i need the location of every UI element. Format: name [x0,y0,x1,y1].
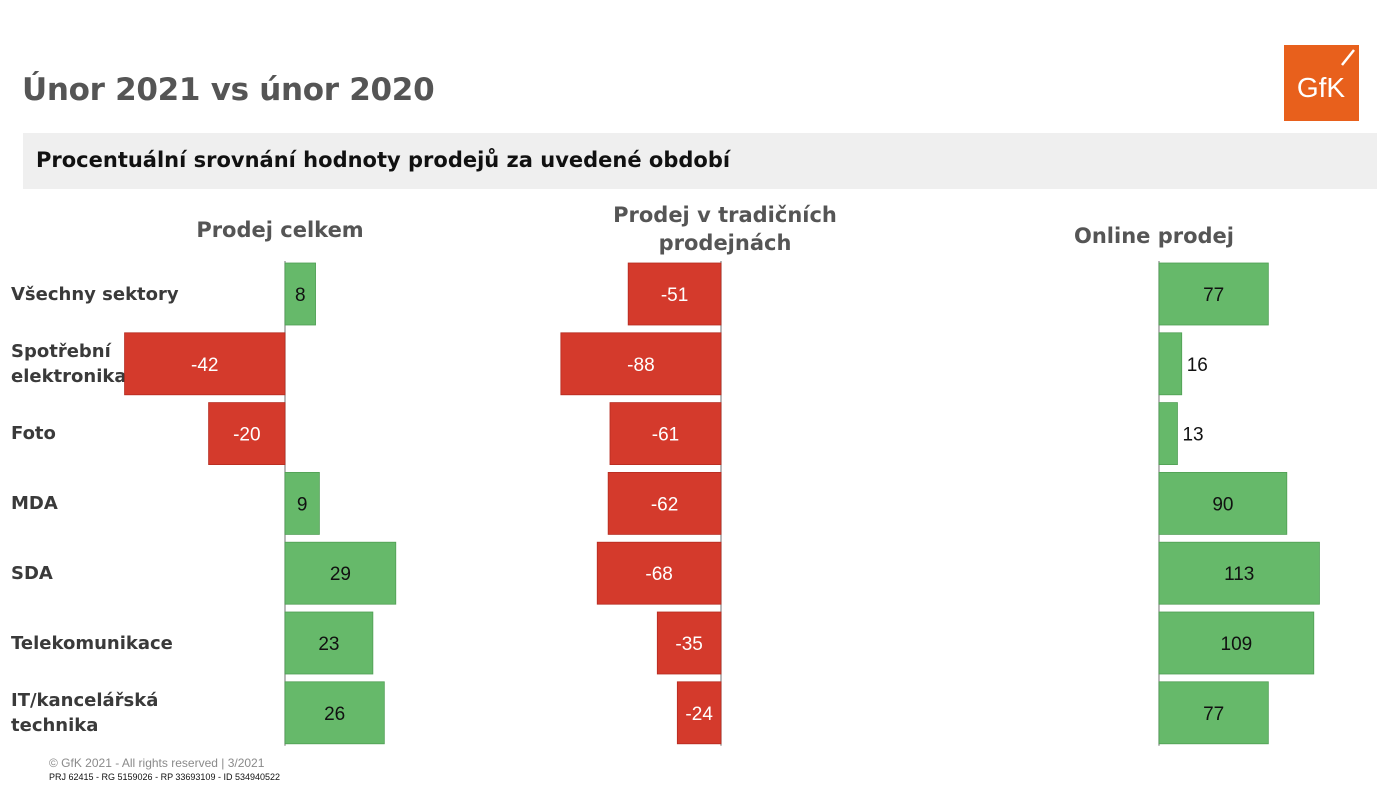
panel-title-line: Prodej celkem [196,218,364,242]
bar [284,611,374,675]
category-label: SDA [11,561,181,586]
bar [124,332,286,396]
data-label: 29 [330,564,351,585]
copyright-text: © GfK 2021 - All rights reserved | 3/202… [49,756,265,770]
category-label: Všechny sektory [11,282,181,307]
logo-text: GfK [1297,72,1346,103]
bar [208,402,286,466]
data-label: -62 [651,494,678,515]
data-label: -24 [685,704,713,725]
panel-title-line: Online prodej [1074,224,1234,248]
category-label-line: Telekomunikace [11,632,173,654]
data-label: 13 [1182,425,1203,446]
panel-title-line: prodejnách [658,231,792,255]
page-title: Únor 2021 vs únor 2020 [22,72,435,108]
bar [676,681,722,745]
data-label: -61 [652,425,679,446]
bar [1158,681,1269,745]
category-label: MDA [11,491,181,516]
data-label: 113 [1224,564,1254,585]
bar [284,471,320,535]
category-label-line: technika [11,714,99,736]
data-label: -88 [627,355,654,376]
category-label-line: elektronika [11,365,127,387]
data-label: -68 [645,564,672,585]
bar [596,541,722,605]
data-label: -35 [675,634,702,655]
data-label: 77 [1203,704,1224,725]
data-label: -42 [191,355,218,376]
bar [1158,471,1288,535]
data-label: 16 [1187,355,1208,376]
data-label: 77 [1203,285,1224,306]
data-label: -20 [233,425,260,446]
data-label: 26 [324,704,345,725]
panel-title: Prodej celkem [120,216,440,244]
category-label-line: SDA [11,562,53,584]
data-label: 23 [318,634,339,655]
category-label: Foto [11,421,181,446]
panel-title: Online prodej [994,222,1314,250]
category-label-line: Všechny sektory [11,283,179,305]
bar [1158,611,1315,675]
bar [1158,262,1269,326]
panel-title: Prodej v tradičních prodejnách [565,201,885,257]
bar [284,541,397,605]
category-label: IT/kancelářská technika [11,688,181,738]
category-label-line: Foto [11,423,56,445]
category-label-line: MDA [11,492,58,514]
gfk-logo: GfK [1284,45,1359,121]
chart-subtitle: Procentuální srovnání hodnoty prodejů za… [36,148,731,172]
panel-title-line: Prodej v tradičních [613,203,837,227]
data-label: 90 [1212,494,1233,515]
logo-slash [1341,49,1355,66]
category-label-line: IT/kancelářská [11,689,159,711]
category-label: Telekomunikace [11,631,181,656]
bar [627,262,722,326]
subtitle-band [23,133,1377,189]
bar [560,332,722,396]
bar [1158,402,1178,466]
data-label: 9 [297,494,308,515]
data-label: 109 [1221,634,1253,655]
category-label: Spotřební elektronika [11,339,181,389]
bar [609,402,722,466]
bar [284,262,316,326]
data-label: 8 [295,285,306,306]
data-label: -51 [661,285,688,306]
bar [1158,541,1320,605]
category-label-line: Spotřební [11,340,111,362]
bar [1158,332,1183,396]
project-ids-text: PRJ 62415 - RG 5159026 - RP 33693109 - I… [49,772,280,782]
bar [607,471,722,535]
bar [284,681,385,745]
bar [656,611,722,675]
